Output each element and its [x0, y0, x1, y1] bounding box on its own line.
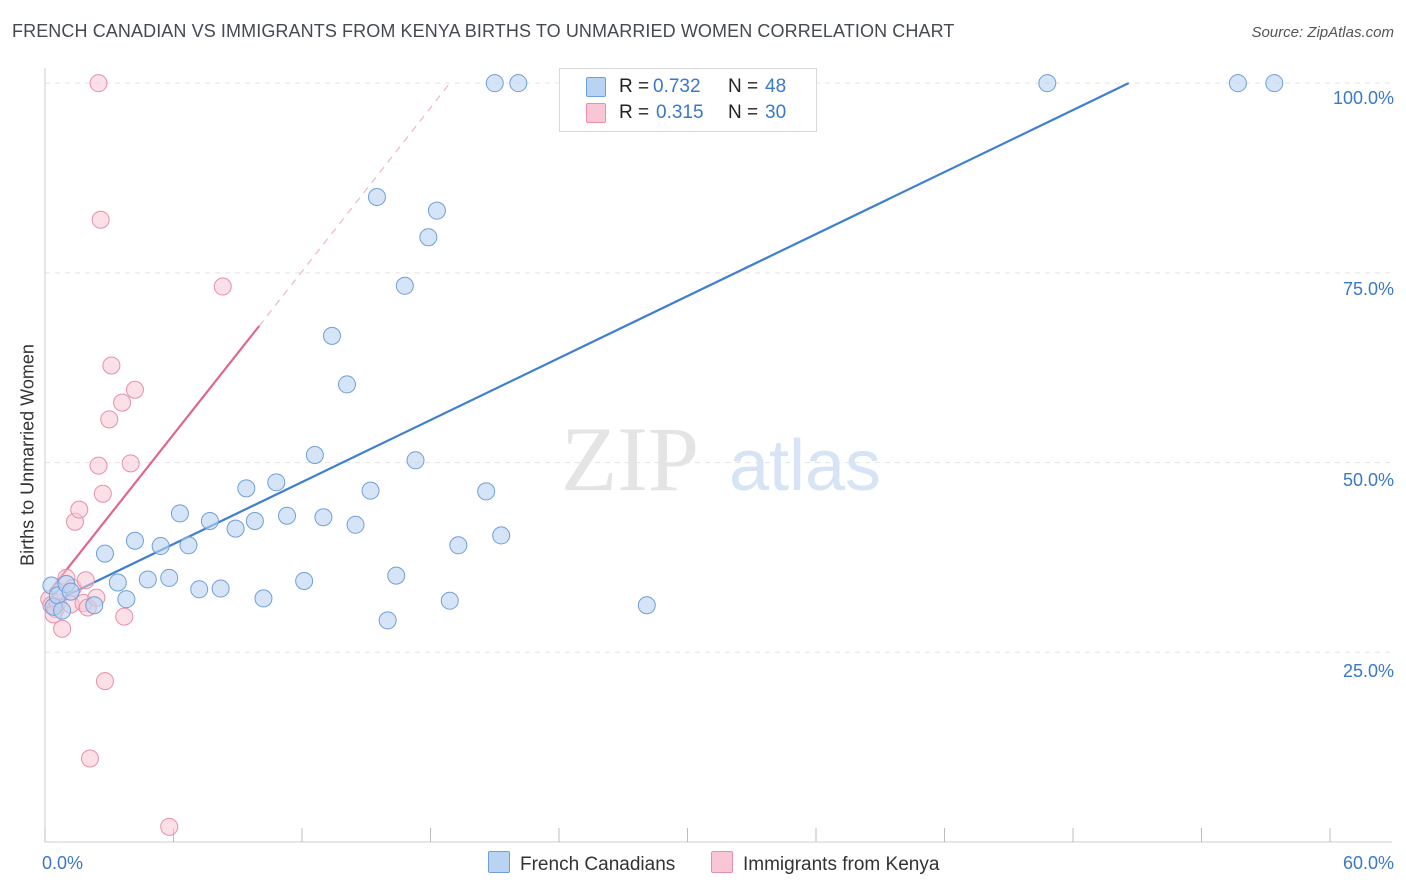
legend-n-label: N = — [728, 102, 759, 123]
chart-title: FRENCH CANADIAN VS IMMIGRANTS FROM KENYA… — [12, 21, 955, 41]
point-kenya — [76, 571, 95, 590]
point-french-canadians — [108, 573, 127, 592]
point-french-canadians — [305, 446, 324, 464]
point-french-canadians — [1038, 74, 1057, 93]
legend-swatch-pink — [711, 851, 733, 873]
point-kenya — [89, 74, 108, 93]
point-french-canadians — [151, 537, 170, 556]
point-kenya — [89, 456, 108, 475]
trendline-kenya — [48, 325, 261, 593]
point-french-canadians — [237, 479, 256, 498]
axes — [44, 68, 1392, 843]
point-french-canadians — [314, 508, 333, 527]
point-french-canadians — [406, 451, 425, 470]
point-french-canadians — [61, 582, 80, 601]
point-french-canadians — [267, 473, 286, 492]
trendline-kenya-extension — [258, 82, 451, 327]
source-credit: Source: ZipAtlas.com — [1251, 24, 1394, 41]
point-kenya — [160, 817, 179, 836]
point-kenya — [115, 607, 134, 626]
point-french-canadians — [254, 589, 273, 608]
y-axis-label: Births to Unmarried Women — [17, 344, 38, 566]
point-kenya — [125, 380, 144, 399]
point-french-canadians — [509, 74, 528, 93]
watermark-atlas: atlas — [729, 426, 881, 506]
point-french-canadians — [53, 601, 72, 620]
legend-n-value: 30 — [765, 102, 787, 123]
point-french-canadians — [637, 596, 656, 615]
point-french-canadians — [1228, 74, 1247, 93]
point-french-canadians — [419, 228, 438, 247]
point-french-canadians — [449, 536, 468, 555]
point-french-canadians — [160, 568, 179, 587]
legend-n-label: N = — [728, 76, 759, 97]
point-french-canadians — [337, 375, 356, 394]
legend-swatch-pink — [586, 103, 606, 123]
point-kenya — [121, 454, 140, 473]
x-tick-min: 0.0% — [42, 853, 84, 873]
point-french-canadians — [395, 276, 414, 295]
point-french-canadians — [492, 526, 511, 545]
point-french-canadians — [361, 481, 380, 500]
point-kenya — [80, 749, 99, 768]
point-french-canadians — [477, 482, 496, 501]
point-french-canadians — [427, 201, 446, 220]
point-french-canadians — [85, 596, 104, 615]
legend-swatch-blue — [586, 77, 606, 97]
point-kenya — [95, 672, 114, 691]
point-french-canadians — [322, 326, 341, 345]
legend-swatch-blue — [488, 851, 510, 873]
point-french-canadians — [295, 571, 314, 590]
point-french-canadians — [440, 591, 459, 610]
y-tick-75: 75.0% — [1342, 279, 1394, 299]
point-kenya — [93, 484, 112, 503]
trendline-french-canadians — [50, 82, 1130, 604]
legend-r-label: R = — [619, 102, 650, 123]
point-french-canadians — [179, 536, 198, 555]
y-tick-100: 100.0% — [1332, 88, 1394, 108]
point-french-canadians — [367, 188, 386, 206]
point-french-canadians — [346, 515, 365, 534]
point-kenya — [91, 210, 110, 229]
legend-item-kenya[interactable]: Immigrants from Kenya — [711, 851, 939, 875]
trendlines — [48, 82, 1130, 604]
point-french-canadians — [226, 519, 245, 538]
point-french-canadians — [485, 74, 504, 93]
point-french-canadians — [117, 590, 136, 609]
legend-label: French Canadians — [520, 854, 676, 875]
x-tick-max: 60.0% — [1342, 853, 1394, 873]
watermark-zip: ZIP — [561, 408, 699, 510]
point-french-canadians — [387, 566, 406, 585]
y-tick-50: 50.0% — [1342, 470, 1394, 490]
point-french-canadians — [278, 506, 297, 525]
legend-r-value: 0.732 — [653, 76, 701, 97]
point-french-canadians — [245, 512, 264, 531]
stats-legend: R = 0.732 N = 48 R = 0.315 N = 30 — [559, 68, 817, 132]
point-french-canadians — [138, 570, 157, 589]
point-french-canadians — [170, 504, 189, 523]
point-french-canadians — [125, 531, 144, 550]
point-french-canadians — [211, 579, 230, 598]
watermark: ZIP atlas — [561, 408, 881, 510]
point-kenya — [53, 619, 72, 638]
legend-item-french-canadians[interactable]: French Canadians — [488, 851, 675, 875]
grid-lines — [45, 82, 1392, 653]
point-kenya — [70, 500, 89, 519]
point-kenya — [213, 277, 232, 296]
legend-r-value: 0.315 — [656, 102, 704, 123]
point-french-canadians — [200, 512, 219, 531]
point-kenya — [100, 410, 119, 429]
point-kenya — [102, 356, 121, 375]
legend-n-value: 48 — [765, 76, 787, 97]
y-tick-25: 25.0% — [1342, 661, 1394, 681]
legend-label: Immigrants from Kenya — [743, 854, 940, 875]
point-kenya — [113, 393, 132, 412]
legend-r-label: R = — [619, 76, 650, 97]
point-french-canadians — [190, 580, 209, 599]
point-french-canadians — [95, 544, 114, 563]
point-french-canadians — [1265, 74, 1284, 93]
point-french-canadians — [378, 611, 397, 630]
